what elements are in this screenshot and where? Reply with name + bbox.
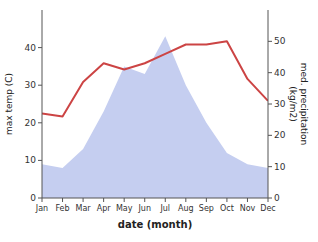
x-tick xyxy=(144,198,145,202)
y2-tick-label: 10 xyxy=(274,162,286,172)
y-tick xyxy=(38,198,42,199)
y2-axis-label: med. precipitation(kg/m2) xyxy=(288,63,309,145)
x-tick xyxy=(206,198,207,202)
x-tick-label: Oct xyxy=(220,204,234,213)
y2-axis-label-line: med. precipitation xyxy=(299,63,309,145)
y2-tick xyxy=(268,135,272,136)
x-axis-label: date (month) xyxy=(118,219,192,230)
x-tick-label: Feb xyxy=(55,204,69,213)
y2-tick xyxy=(268,41,272,42)
y2-tick xyxy=(268,72,272,73)
y2-tick xyxy=(268,166,272,167)
x-tick-label: Jan xyxy=(35,204,48,213)
y-tick-label: 10 xyxy=(25,155,37,165)
line xyxy=(42,41,268,116)
x-tick-label: Jun xyxy=(137,204,151,213)
x-tick xyxy=(226,198,227,202)
x-tick xyxy=(268,198,269,202)
x-tick-label: May xyxy=(116,204,133,213)
area xyxy=(42,36,268,198)
y-tick-label: 30 xyxy=(25,80,37,90)
y-tick xyxy=(38,160,42,161)
x-tick-label: Mar xyxy=(76,204,92,213)
chart-container: 0 10 20 30 40 0 10 20 30 40 50 Jan Feb Mar Apr May Jun Ju… xyxy=(0,0,318,242)
y2-tick-label: 0 xyxy=(274,193,280,203)
chart: 0 10 20 30 40 0 10 20 30 40 50 Jan Feb Mar Apr May Jun Ju… xyxy=(0,0,318,242)
y-tick xyxy=(38,85,42,86)
x-tick-label: Dec xyxy=(260,204,275,213)
marks xyxy=(42,36,268,198)
y-tick-label: 20 xyxy=(25,118,37,128)
y2-tick xyxy=(268,104,272,105)
x-tick xyxy=(62,198,63,202)
x-tick xyxy=(83,198,84,202)
x-tick-label: Apr xyxy=(97,204,112,213)
y-tick-label: 40 xyxy=(25,43,37,53)
x-tick xyxy=(247,198,248,202)
x-axis-line xyxy=(42,198,268,199)
y-tick xyxy=(38,47,42,48)
y2-tick xyxy=(268,198,272,199)
y2-tick-label: 40 xyxy=(274,68,286,78)
y-tick-label: 0 xyxy=(30,193,36,203)
x-tick xyxy=(185,198,186,202)
x-tick xyxy=(103,198,104,202)
x-tick xyxy=(42,198,43,202)
y-axis-label: max temp (C) xyxy=(4,73,14,135)
x-tick-label: Aug xyxy=(178,204,194,213)
y-tick xyxy=(38,122,42,123)
y2-axis-label-line: (kg/m2) xyxy=(288,86,298,121)
y2-tick-label: 20 xyxy=(274,130,286,140)
y2-tick-label: 30 xyxy=(274,99,286,109)
x-tick-label: Jul xyxy=(159,204,170,213)
x-tick-label: Sep xyxy=(199,204,214,213)
x-tick-label: Nov xyxy=(240,204,256,213)
x-tick xyxy=(124,198,125,202)
y2-tick-label: 50 xyxy=(274,36,286,46)
x-tick xyxy=(165,198,166,202)
y-axis-line xyxy=(42,10,43,198)
